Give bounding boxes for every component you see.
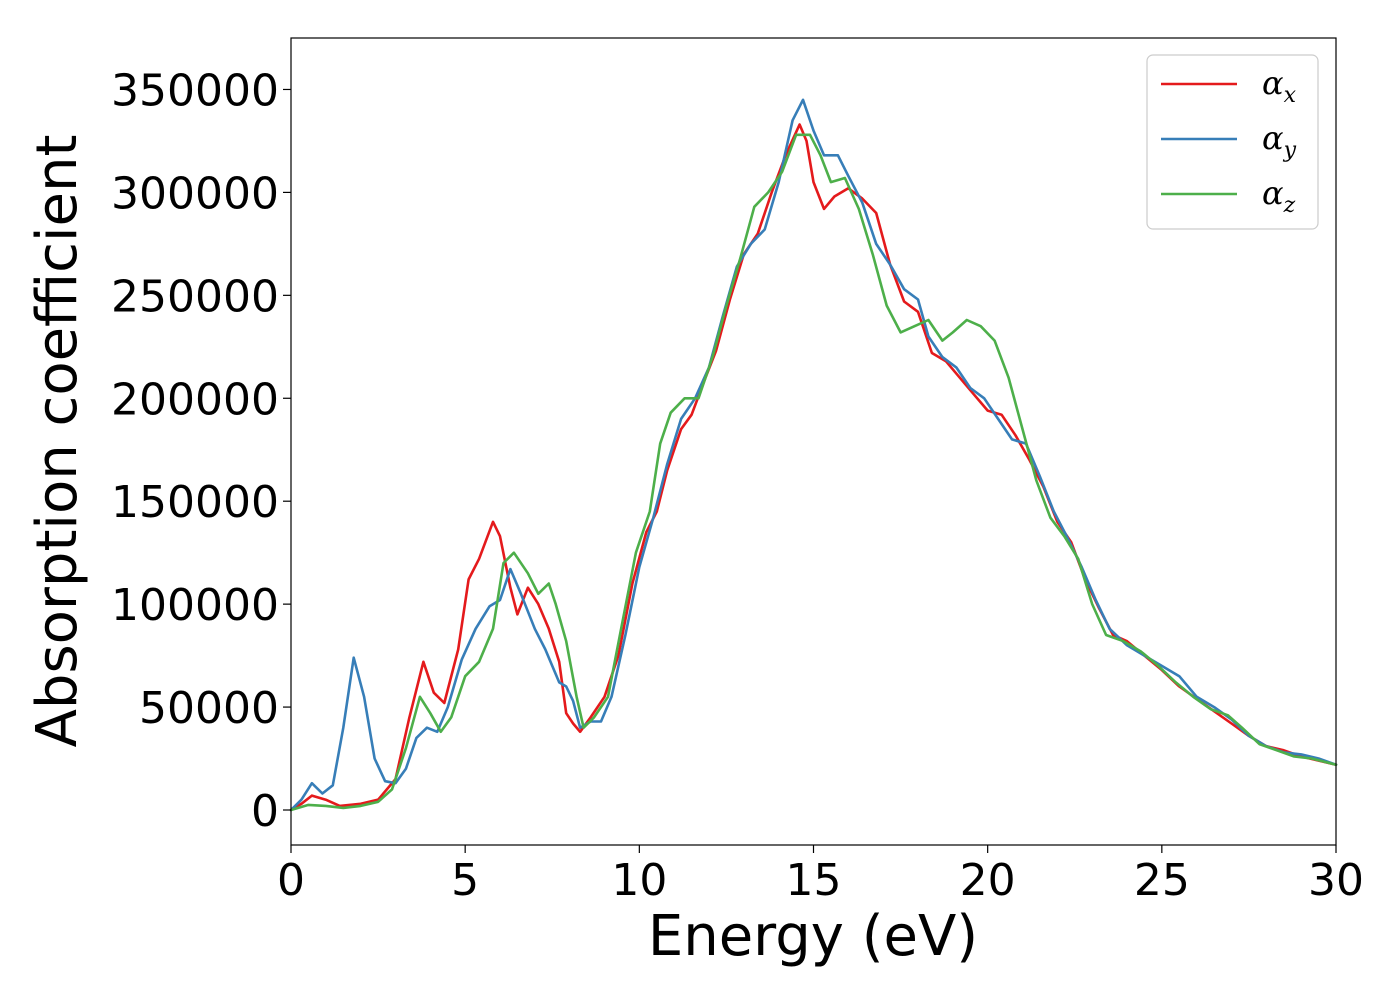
x-tick-label: 10 — [611, 855, 667, 906]
x-tick-label: 0 — [277, 855, 305, 906]
legend-label-z: αz — [1262, 174, 1296, 218]
y-tick-label: 100000 — [111, 580, 279, 631]
legend-label-x: αx — [1262, 64, 1297, 108]
x-tick-label: 30 — [1308, 855, 1364, 906]
y-tick-label: 150000 — [111, 477, 279, 528]
x-axis-title: Energy (eV) — [648, 904, 978, 969]
legend-label-y: αy — [1262, 119, 1297, 163]
y-ticks: 0 50000 100000 150000 200000 250000 300000 3500… — [111, 65, 291, 837]
y-axis-title: Absorption coefficient — [25, 135, 90, 748]
y-tick-label: 200000 — [111, 374, 279, 425]
series-line-z — [289, 133, 1338, 812]
y-tick-label: 50000 — [139, 683, 279, 734]
legend-box — [1146, 54, 1319, 230]
series-line-y — [289, 98, 1338, 812]
x-tick-label: 15 — [786, 855, 842, 906]
y-tick-label: 0 — [251, 786, 279, 837]
x-tick-label: 20 — [960, 855, 1016, 906]
y-tick-label: 250000 — [111, 271, 279, 322]
x-tick-label: 25 — [1134, 855, 1190, 906]
x-ticks: 0 5 10 15 20 25 30 — [277, 845, 1364, 906]
y-tick-label: 350000 — [111, 65, 279, 116]
legend: αx αy αz — [1146, 54, 1319, 230]
series-lines — [289, 98, 1338, 812]
x-tick-label: 5 — [451, 855, 479, 906]
y-tick-label: 300000 — [111, 168, 279, 219]
